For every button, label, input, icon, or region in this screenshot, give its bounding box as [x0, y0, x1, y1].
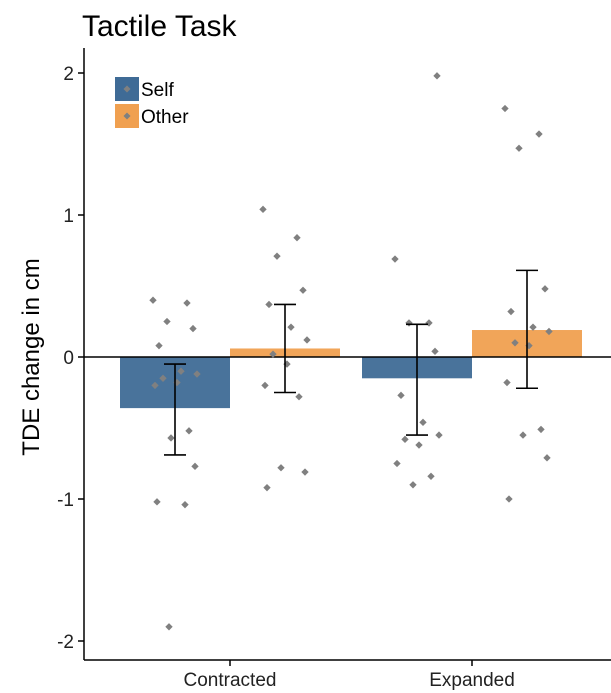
data-point	[419, 418, 427, 426]
data-point	[151, 381, 159, 390]
data-point	[503, 378, 511, 387]
data-point	[391, 255, 399, 263]
data-point	[393, 459, 401, 468]
data-point	[181, 501, 189, 509]
data-point	[183, 299, 191, 307]
data-point	[501, 104, 509, 113]
data-point	[397, 391, 405, 400]
data-point	[507, 307, 515, 316]
data-point	[541, 285, 549, 293]
data-point	[167, 434, 175, 442]
data-point	[415, 441, 423, 449]
data-point	[273, 252, 281, 260]
legend-point-marker	[123, 85, 131, 93]
data-point	[185, 427, 193, 435]
data-point	[529, 323, 537, 331]
y-tick-label: 0	[63, 348, 74, 369]
data-point	[433, 72, 441, 80]
y-tick-label: 2	[63, 64, 74, 85]
data-point	[189, 324, 197, 333]
data-point	[431, 347, 439, 355]
legend: Self Other	[115, 77, 189, 128]
chart-title: Tactile Task	[82, 10, 238, 43]
data-point	[287, 323, 295, 331]
data-point	[277, 464, 285, 472]
data-point	[535, 130, 543, 138]
data-point	[401, 435, 409, 444]
data-point	[425, 319, 433, 327]
y-tick-label: 1	[63, 206, 74, 227]
data-point	[435, 431, 443, 439]
data-point	[155, 341, 163, 350]
data-point	[299, 286, 307, 294]
y-tick-label: -2	[57, 632, 74, 653]
data-point	[153, 498, 161, 506]
y-axis-label: TDE change in cm	[18, 258, 45, 455]
data-point	[545, 327, 553, 336]
data-point	[543, 454, 551, 462]
data-point	[177, 367, 185, 375]
data-point	[303, 336, 311, 344]
legend-label-other: Other	[141, 107, 189, 128]
data-point	[511, 339, 519, 347]
data-point	[163, 317, 171, 326]
data-point	[515, 144, 523, 152]
data-point	[263, 483, 271, 492]
data-point	[259, 205, 267, 213]
data-point	[519, 431, 527, 439]
legend-label-self: Self	[141, 80, 174, 101]
data-point	[149, 296, 157, 304]
x-tick-label: Expanded	[429, 670, 515, 691]
data-point	[165, 623, 173, 631]
y-tick-label: -1	[57, 490, 74, 511]
data-point	[265, 300, 273, 309]
data-point	[409, 481, 417, 489]
data-point	[193, 370, 201, 378]
data-point	[427, 472, 435, 480]
data-point	[301, 468, 309, 476]
data-point	[505, 495, 513, 503]
legend-point-marker	[123, 112, 131, 120]
data-point	[405, 319, 413, 327]
data-point	[269, 350, 277, 358]
data-point	[293, 234, 301, 242]
data-point	[295, 393, 303, 401]
data-point	[191, 462, 199, 471]
data-point	[537, 425, 545, 434]
plot-area: -2 -1 0 1 2 Contracted Expanded	[57, 48, 611, 691]
data-point	[261, 381, 269, 390]
x-tick-label: Contracted	[184, 670, 277, 691]
